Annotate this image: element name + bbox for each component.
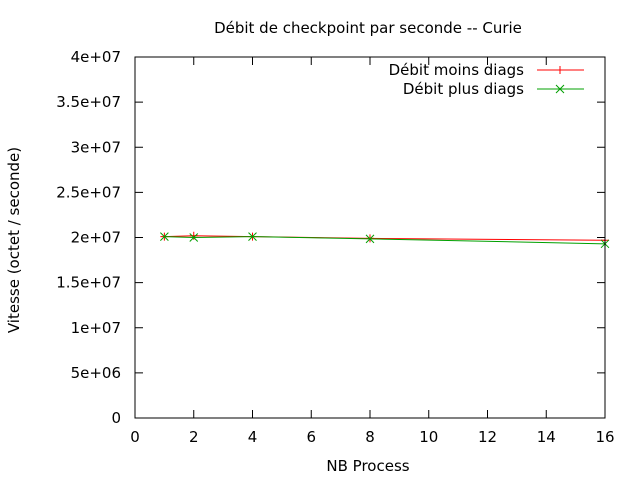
- series-marker-cross: [160, 232, 169, 241]
- series-marker-cross: [189, 233, 199, 242]
- x-tick-label: 6: [306, 428, 316, 446]
- x-tick-label: 4: [248, 428, 258, 446]
- plot-frame: [134, 56, 606, 419]
- series-marker-cross: [248, 232, 257, 241]
- y-tick-label: 2e+07: [71, 229, 121, 247]
- x-tick-label: 10: [419, 428, 438, 446]
- series-marker-cross: [365, 234, 375, 244]
- y-tick-label: 5e+06: [71, 364, 121, 382]
- legend-label: Débit plus diags: [403, 80, 524, 98]
- x-tick-label: 12: [478, 428, 497, 446]
- x-tick-label: 14: [537, 428, 556, 446]
- y-tick-label: 2.5e+07: [56, 183, 121, 201]
- series-marker-plus: [556, 66, 564, 74]
- x-tick-label: 2: [189, 428, 199, 446]
- y-axis-label: Vitesse (octet / seconde): [5, 147, 23, 333]
- plot-series: [160, 231, 610, 249]
- axis-ticks: 0 2 4 6 8 10 12 14 16 0 5e+06 1e+07 1.5e+07 2e+07 2.5e…: [56, 48, 614, 446]
- y-tick-label: 3.5e+07: [56, 93, 121, 111]
- series-marker-plus: [189, 231, 198, 240]
- x-tick-label: 16: [595, 428, 614, 446]
- x-axis-label: NB Process: [326, 457, 409, 475]
- y-tick-label: 4e+07: [71, 48, 121, 66]
- y-tick-label: 1e+07: [71, 319, 121, 337]
- y-tick-label: 3e+07: [71, 138, 121, 156]
- x-tick-label: 0: [130, 428, 140, 446]
- series-marker-cross: [555, 84, 565, 94]
- y-tick-label: 1.5e+07: [56, 274, 121, 292]
- legend-label: Débit moins diags: [389, 61, 525, 79]
- x-tick-label: 8: [365, 428, 375, 446]
- chart-title: Débit de checkpoint par seconde -- Curie: [214, 19, 522, 37]
- y-tick-label: 0: [111, 409, 121, 427]
